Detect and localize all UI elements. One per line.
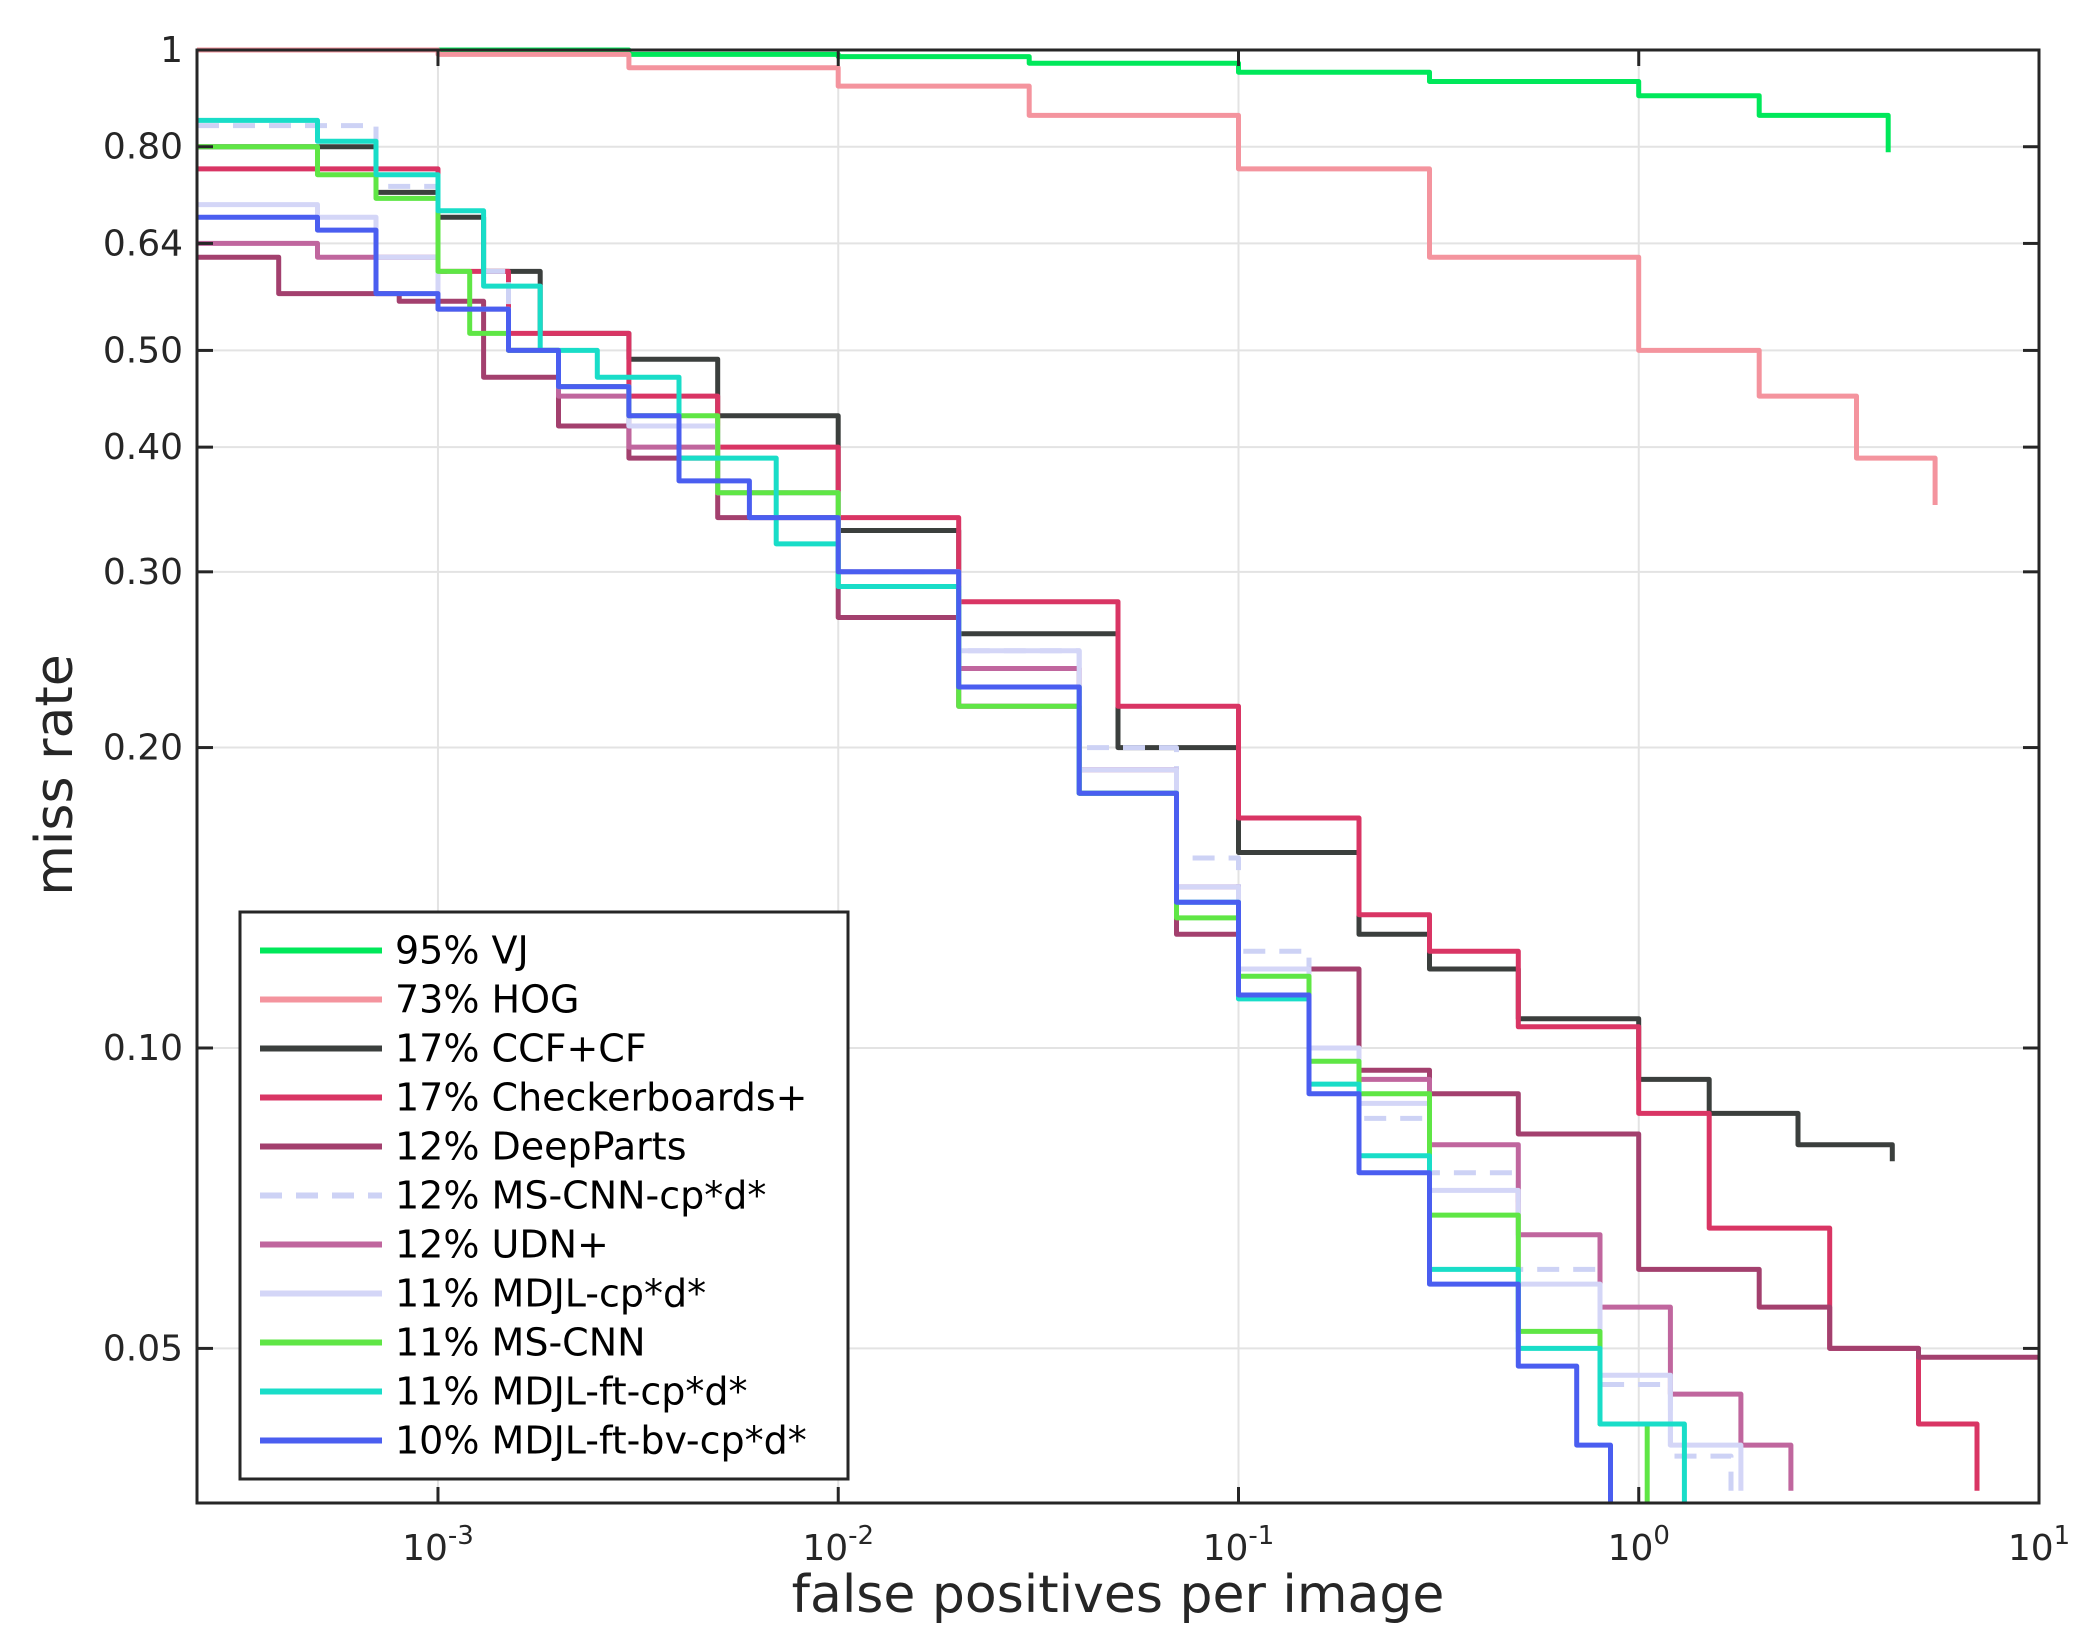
series-line [197,166,1980,1491]
legend-entry: 95% VJ [395,929,529,973]
series-line [197,144,1895,1162]
x-tick-label: 101 [2008,1521,2070,1569]
legend: 95% VJ 73% HOG 17% CCF+CF 17% Checkerboards… [238,910,850,1481]
y-tick-label: 0.64 [103,223,183,264]
series-layer [197,47,2039,1503]
x-tick-label: 10-1 [1203,1521,1275,1569]
x-axis-ticks: 10-3 10-2 10-1 100 101 [402,50,2070,1569]
y-axis-ticks: 1 0.80 0.64 0.50 0.40 0.30 0.20 0.10 0.05 [103,30,2039,1369]
x-tick-label: 100 [1608,1521,1670,1569]
legend-entry: 10% MDJL-ft-bv-cp*d* [395,1419,807,1463]
plot-frame [195,48,2041,1505]
legend-entry: 17% CCF+CF [395,1027,647,1071]
y-tick-label: 0.50 [103,330,183,371]
y-tick-label: 0.30 [103,552,183,593]
x-axis-label: false positives per image [792,1565,1445,1625]
legend-entry: 11% MDJL-ft-cp*d* [395,1370,747,1414]
y-tick-label: 0.20 [103,728,183,769]
y-axis-label: miss rate [25,654,85,895]
series-line [197,214,1613,1503]
legend-entry: 73% HOG [395,978,579,1022]
y-tick-label: 0.05 [103,1328,183,1369]
x-tick-label: 10-2 [802,1521,874,1569]
y-tick-label: 0.10 [103,1028,183,1069]
legend-entry: 11% MDJL-cp*d* [395,1272,706,1316]
legend-entry: 12% DeepParts [395,1125,687,1169]
x-tick-label: 10-3 [402,1521,474,1569]
legend-entry: 11% MS-CNN [395,1321,646,1365]
y-tick-label: 1 [160,30,183,71]
series-line [197,47,1938,505]
y-tick-label: 0.40 [103,427,183,468]
y-tick-label: 0.80 [103,127,183,168]
legend-entry: 12% MS-CNN-cp*d* [395,1174,766,1218]
legend-entry: 12% UDN+ [395,1223,609,1267]
legend-entry: 17% Checkerboards+ [395,1076,807,1120]
